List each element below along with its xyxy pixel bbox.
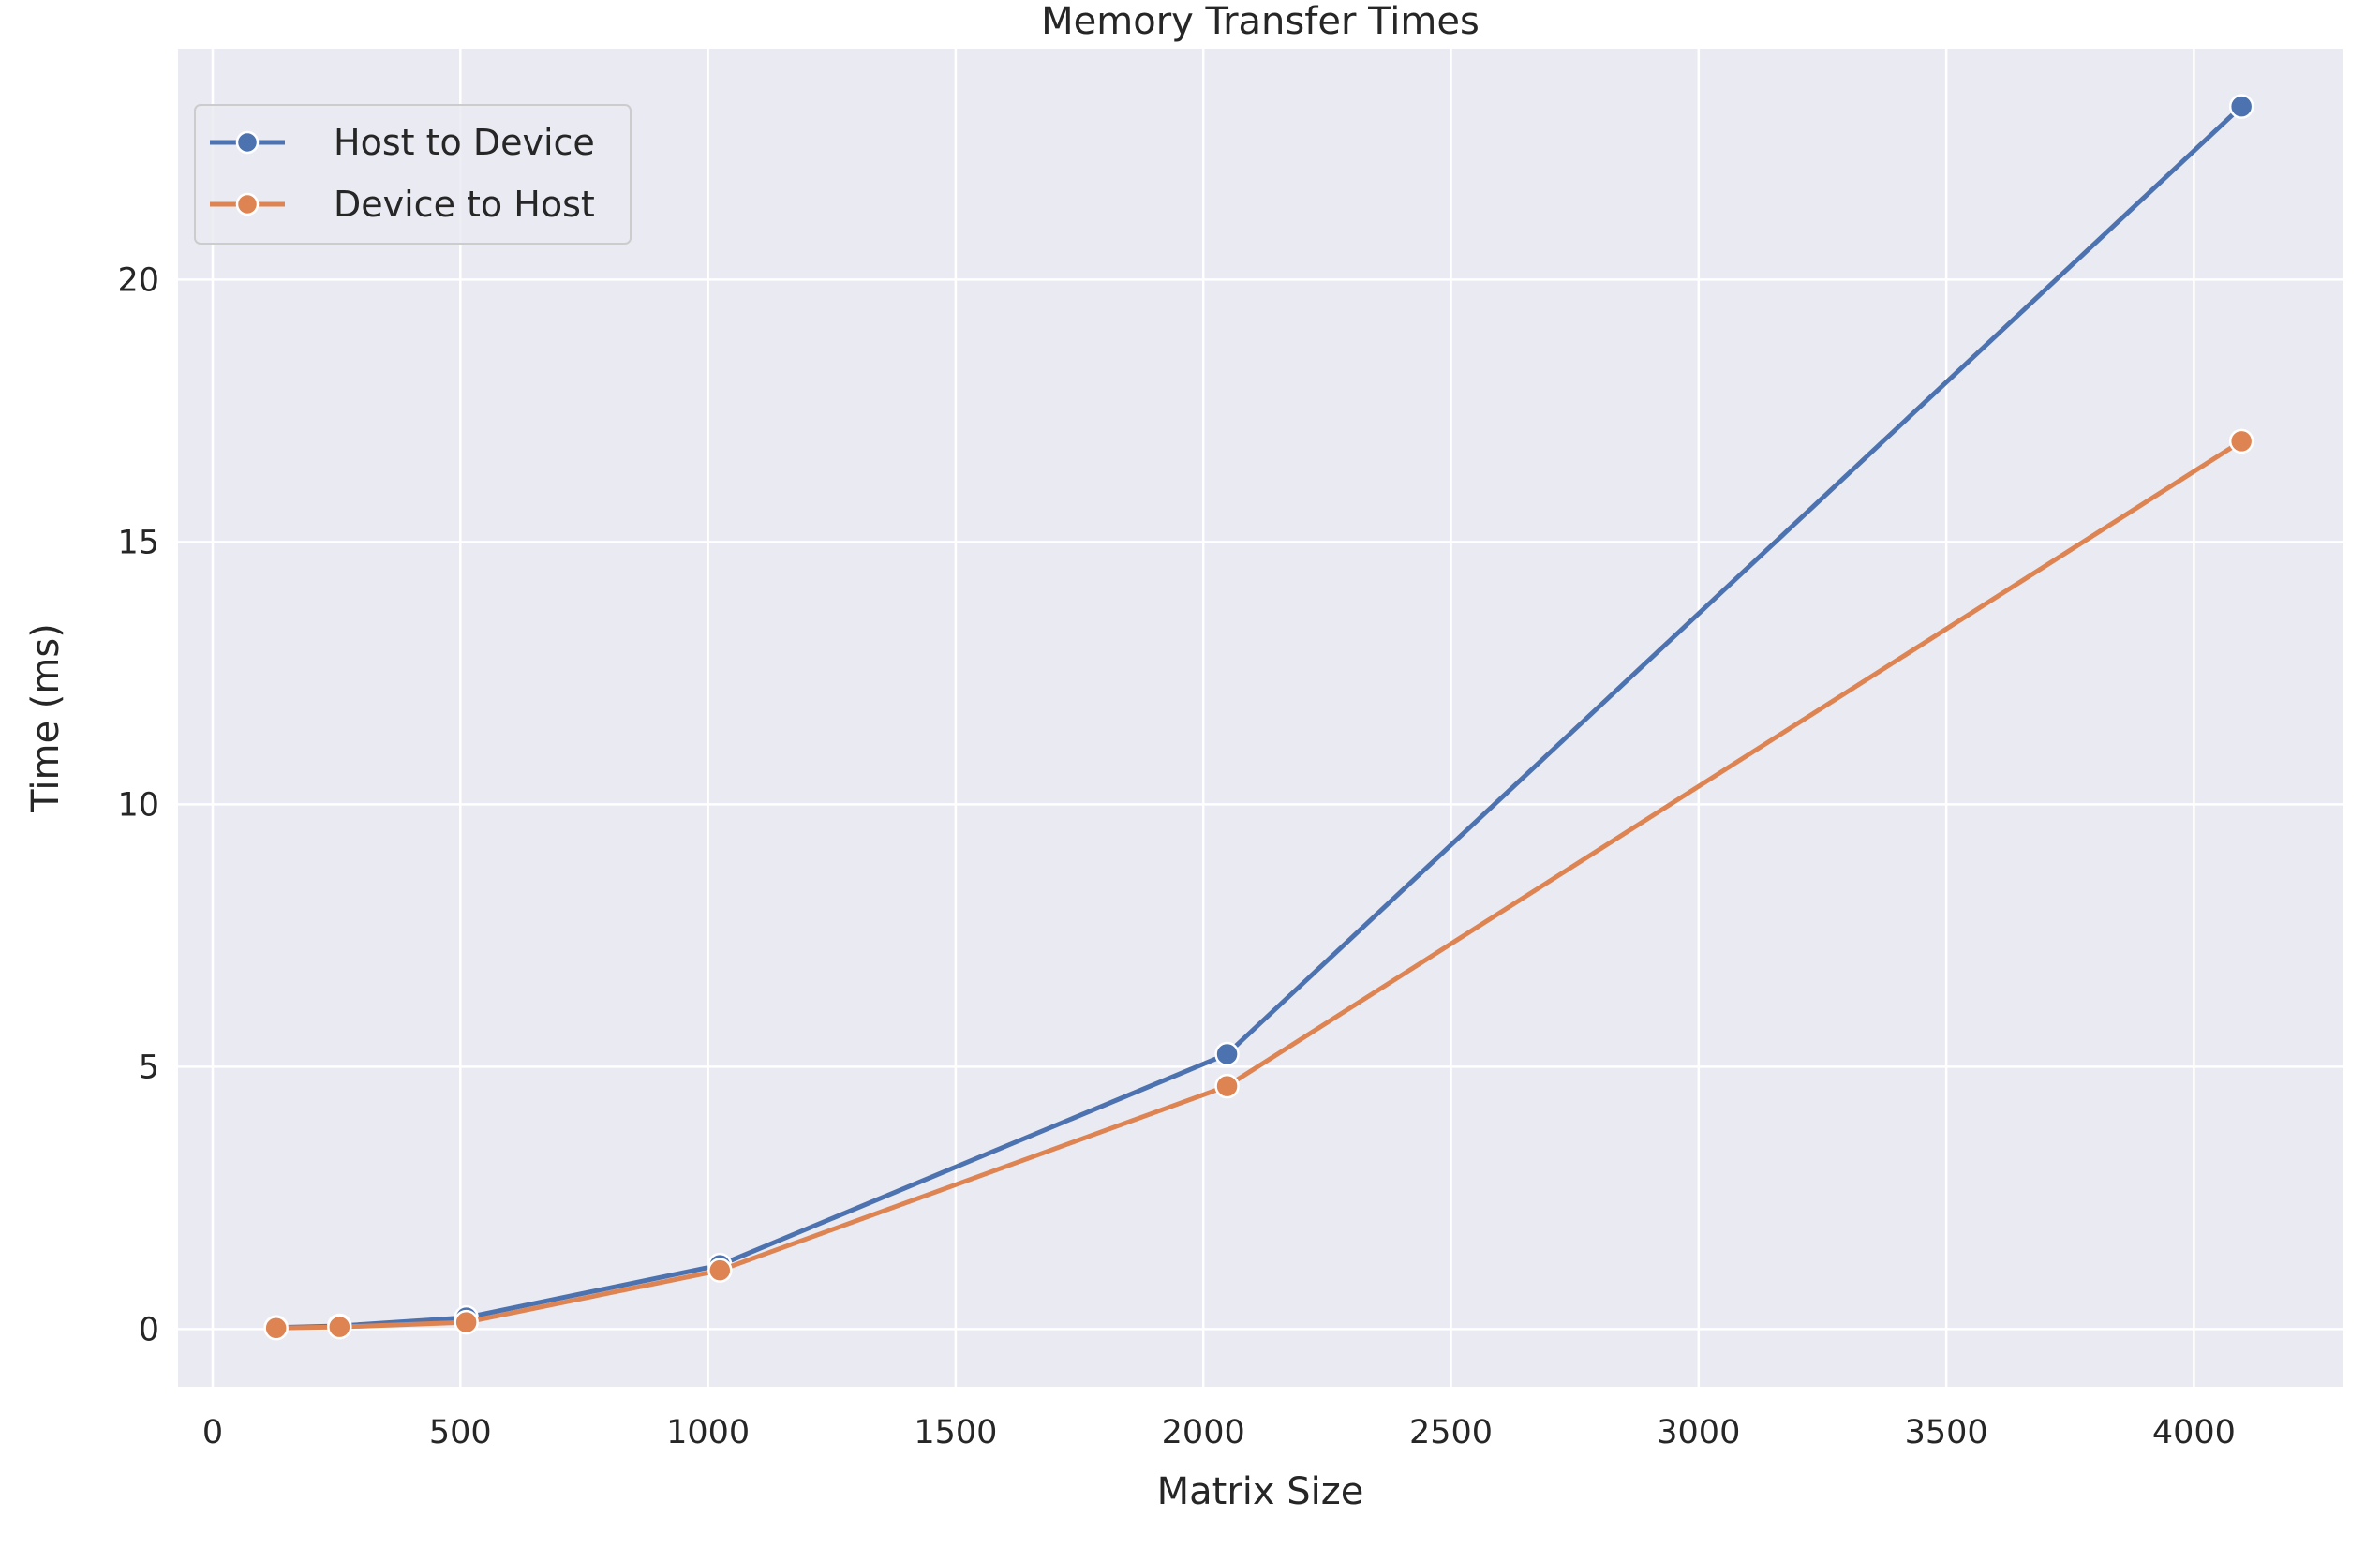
x-axis-ticks: 0 500 1000 1500 2000 2500 3000 3500 4000 <box>202 1414 2236 1451</box>
y-tick-label: 0 <box>139 1311 159 1348</box>
chart-title: Memory Transfer Times <box>1041 0 1480 43</box>
y-axis-label: Time (ms) <box>24 623 67 813</box>
legend-label: Host to Device <box>334 122 595 163</box>
x-tick-label: 0 <box>202 1414 223 1451</box>
y-tick-label: 15 <box>117 524 159 561</box>
series-layer <box>263 94 2254 1341</box>
data-point <box>707 1258 733 1283</box>
x-tick-label: 500 <box>429 1414 492 1451</box>
y-tick-label: 5 <box>139 1049 159 1086</box>
legend-box <box>194 104 632 245</box>
x-tick-label: 1000 <box>666 1414 750 1451</box>
y-tick-label: 20 <box>117 261 159 299</box>
legend: Host to Device Device to Host <box>194 104 632 245</box>
data-point <box>327 1314 352 1340</box>
series-2 <box>263 428 2254 1341</box>
y-axis-ticks: 0 5 10 15 20 <box>117 261 159 1348</box>
data-point <box>1214 1041 1240 1067</box>
x-tick-label: 1500 <box>914 1414 997 1451</box>
data-point <box>263 1316 289 1341</box>
x-tick-label: 3500 <box>1905 1414 1988 1451</box>
x-tick-label: 4000 <box>2152 1414 2236 1451</box>
legend-marker <box>235 130 260 155</box>
x-tick-label: 2000 <box>1162 1414 1245 1451</box>
data-point <box>1214 1073 1240 1099</box>
data-point <box>2228 94 2254 119</box>
data-point <box>454 1309 479 1335</box>
legend-label: Device to Host <box>334 184 595 225</box>
x-tick-label: 2500 <box>1409 1414 1493 1451</box>
data-point <box>2228 428 2254 454</box>
y-tick-label: 10 <box>117 786 159 824</box>
x-axis-label: Matrix Size <box>1157 1470 1364 1513</box>
x-tick-label: 3000 <box>1657 1414 1740 1451</box>
legend-marker <box>235 192 260 216</box>
plot-area <box>178 49 2343 1387</box>
